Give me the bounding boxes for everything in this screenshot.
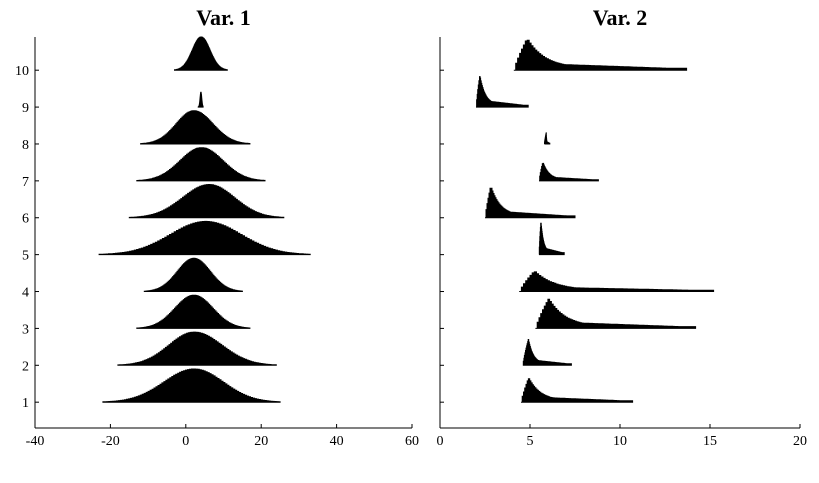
distribution-row-4 bbox=[519, 271, 715, 292]
x-tick-label: 20 bbox=[254, 434, 268, 449]
distribution-row-5 bbox=[98, 220, 311, 256]
chart-title-var1: Var. 1 bbox=[196, 5, 251, 30]
distribution-row-4 bbox=[143, 257, 243, 292]
x-tick-label: 10 bbox=[613, 434, 627, 449]
chart-panel-var2: Var. 2 0 5 10 15 20 bbox=[437, 5, 808, 449]
y-tick-label: 3 bbox=[22, 322, 29, 337]
x-tick-label: 0 bbox=[182, 434, 189, 449]
distribution-row-5 bbox=[538, 222, 565, 256]
distribution-row-7 bbox=[136, 147, 266, 182]
chart-panel-var1: Var. 1 -40 -20 0 20 40 60 1 2 3 4 5 6 7 8 9 10 bbox=[15, 5, 419, 449]
distribution-row-1 bbox=[521, 378, 634, 403]
x-tick-label: 20 bbox=[793, 434, 807, 449]
distribution-row-9 bbox=[476, 76, 529, 108]
x-tick-label: -20 bbox=[101, 434, 120, 449]
x-tick-label: -40 bbox=[26, 434, 45, 449]
distribution-row-8 bbox=[544, 132, 551, 145]
distribution-row-2 bbox=[522, 339, 572, 366]
x-tick-label: 5 bbox=[527, 434, 534, 449]
distribution-row-3 bbox=[535, 298, 697, 329]
y-tick-label: 5 bbox=[22, 249, 29, 264]
y-tick-label: 1 bbox=[22, 396, 29, 411]
x-tick-label: 60 bbox=[405, 434, 419, 449]
distribution-row-6 bbox=[485, 187, 576, 219]
x-tick-label: 40 bbox=[330, 434, 344, 449]
distribution-row-9 bbox=[197, 91, 204, 108]
y-tick-label: 10 bbox=[15, 64, 29, 79]
x-tick-label: 15 bbox=[703, 434, 717, 449]
distribution-row-10 bbox=[513, 39, 688, 71]
distribution-row-3 bbox=[136, 294, 251, 329]
distribution-row-7 bbox=[539, 162, 599, 182]
distribution-row-8 bbox=[140, 110, 251, 145]
distribution-row-10 bbox=[174, 36, 228, 71]
chart-title-var2: Var. 2 bbox=[593, 5, 648, 30]
distribution-row-6 bbox=[128, 184, 285, 219]
y-tick-label: 4 bbox=[22, 286, 29, 301]
y-tick-label: 9 bbox=[22, 101, 29, 116]
x-tick-label: 0 bbox=[437, 434, 444, 449]
y-tick-label: 6 bbox=[22, 212, 29, 227]
y-tick-label: 7 bbox=[22, 175, 29, 190]
distribution-row-1 bbox=[102, 368, 281, 403]
y-tick-label: 2 bbox=[22, 359, 29, 374]
y-tick-label: 8 bbox=[22, 138, 29, 153]
distribution-row-2 bbox=[117, 331, 277, 366]
